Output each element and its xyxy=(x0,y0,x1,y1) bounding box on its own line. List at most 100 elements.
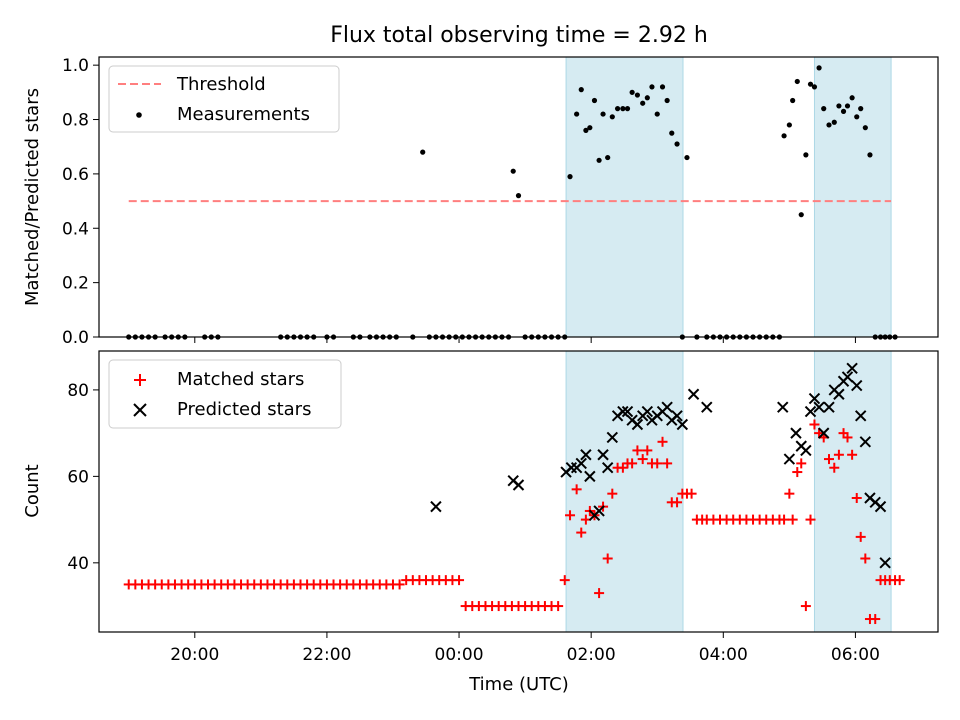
matched-star-point xyxy=(576,527,587,538)
matched-star-point xyxy=(842,432,853,443)
matched-star-point xyxy=(627,458,638,469)
predicted-star-point xyxy=(430,500,442,513)
predicted-star-point xyxy=(859,436,872,448)
matched-star-point xyxy=(637,454,648,465)
bottom-legend: Matched stars Predicted stars xyxy=(108,359,342,429)
legend-measurements-swatch xyxy=(136,112,142,118)
matched-star-point xyxy=(796,458,807,469)
predicted-star-point xyxy=(593,505,605,517)
measurement-point xyxy=(664,97,670,104)
measurement-point xyxy=(596,157,602,163)
x-tick-label: 02:00 xyxy=(567,645,616,665)
top-y-ticks: 0.0 0.2 0.4 0.6 0.8 1.0 xyxy=(62,56,99,348)
predicted-star-point xyxy=(621,405,634,418)
predicted-star-point xyxy=(833,388,845,400)
predicted-star-stroke xyxy=(859,436,872,448)
measurement-point xyxy=(862,125,868,131)
matched-star-point xyxy=(809,419,820,430)
bottom-panel: 40 60 80 20:00 22:00 00:00 02:00 04:00 06:00 Co… xyxy=(22,350,939,695)
predicted-star-point xyxy=(846,362,858,374)
matched-star-point xyxy=(642,445,653,456)
y-tick-label: 1.0 xyxy=(62,56,89,76)
measurement-point xyxy=(510,168,516,174)
matched-star-point xyxy=(607,488,618,499)
predicted-star-point xyxy=(701,401,713,413)
matched-star-point xyxy=(394,579,405,590)
predicted-star-point xyxy=(854,410,867,422)
matched-star-point xyxy=(787,514,798,525)
top-panel: 0.0 0.2 0.4 0.6 0.8 1.0 Matched/Predicted sta… xyxy=(22,56,939,348)
matched-star-point xyxy=(894,575,905,586)
measurement-point xyxy=(609,114,615,120)
predicted-star-stroke xyxy=(800,444,812,457)
predicted-star-point xyxy=(512,479,525,491)
measurement-point xyxy=(831,119,837,125)
top-x-ticks xyxy=(194,337,856,343)
measurement-point xyxy=(567,174,573,180)
predicted-star-point xyxy=(606,431,619,444)
measurement-point xyxy=(669,130,675,136)
predicted-star-stroke xyxy=(833,388,845,400)
predicted-star-point xyxy=(641,405,654,418)
matched-star-point xyxy=(565,510,576,521)
predicted-star-stroke xyxy=(631,418,644,431)
predicted-star-stroke xyxy=(851,379,863,392)
bottom-x-ticks: 20:00 22:00 00:00 02:00 04:00 06:00 xyxy=(170,632,880,665)
bottom-y-axis-label: Count xyxy=(22,464,43,517)
measurement-point xyxy=(790,97,796,104)
predicted-star-point xyxy=(804,405,817,418)
bottom-axes-frame xyxy=(98,350,939,633)
legend-matched-label: Matched stars xyxy=(177,369,304,390)
matched-star-point xyxy=(792,467,803,478)
predicted-star-point xyxy=(661,401,673,413)
y-tick-label: 60 xyxy=(67,467,89,487)
predicted-star-point xyxy=(777,401,789,413)
predicted-star-point xyxy=(874,500,887,513)
predicted-star-stroke xyxy=(854,410,867,422)
predicted-star-point xyxy=(617,405,629,418)
measurement-point xyxy=(420,149,426,155)
predicted-star-point xyxy=(597,449,609,461)
predicted-star-stroke xyxy=(777,401,789,413)
matched-star-point xyxy=(559,575,570,586)
matched-star-point xyxy=(805,514,816,525)
measurement-point xyxy=(836,103,842,109)
predicted-star-stroke xyxy=(846,362,858,374)
predicted-star-stroke xyxy=(597,449,609,461)
matched-star-point xyxy=(823,454,834,465)
measurement-point xyxy=(811,84,818,90)
x-tick-label: 20:00 xyxy=(170,645,219,665)
measurement-point xyxy=(587,125,593,131)
matched-star-point xyxy=(860,553,871,564)
predicted-star-point xyxy=(580,449,592,461)
matched-star-point xyxy=(779,514,790,525)
bottom-shaded-intervals xyxy=(565,350,892,633)
predicted-star-point xyxy=(783,453,796,465)
matched-star-point xyxy=(847,449,858,460)
predicted-star-point xyxy=(671,410,683,422)
matched-star-point xyxy=(800,601,811,612)
matched-star-point xyxy=(855,531,866,542)
predicted-star-stroke xyxy=(430,500,442,513)
y-tick-label: 40 xyxy=(67,554,89,574)
measurement-point xyxy=(624,106,631,112)
predicted-star-stroke xyxy=(818,427,830,439)
predicted-star-stroke xyxy=(687,388,700,400)
measurement-point xyxy=(849,95,855,101)
predicted-star-stroke xyxy=(661,401,673,413)
measurement-point xyxy=(644,95,650,101)
measurement-point xyxy=(786,122,792,128)
measurement-point xyxy=(781,133,787,139)
predicted-star-point xyxy=(800,444,812,457)
predicted-star-stroke xyxy=(606,431,619,444)
matched-star-point xyxy=(829,462,840,473)
measurement-point xyxy=(854,114,860,120)
measurement-point xyxy=(794,78,800,85)
measurement-point xyxy=(826,122,832,128)
predicted-star-stroke xyxy=(701,401,713,413)
measurement-point xyxy=(634,92,641,98)
y-tick-label: 0.4 xyxy=(62,219,89,239)
measurement-point xyxy=(798,212,804,218)
x-axis-label: Time (UTC) xyxy=(468,674,569,695)
